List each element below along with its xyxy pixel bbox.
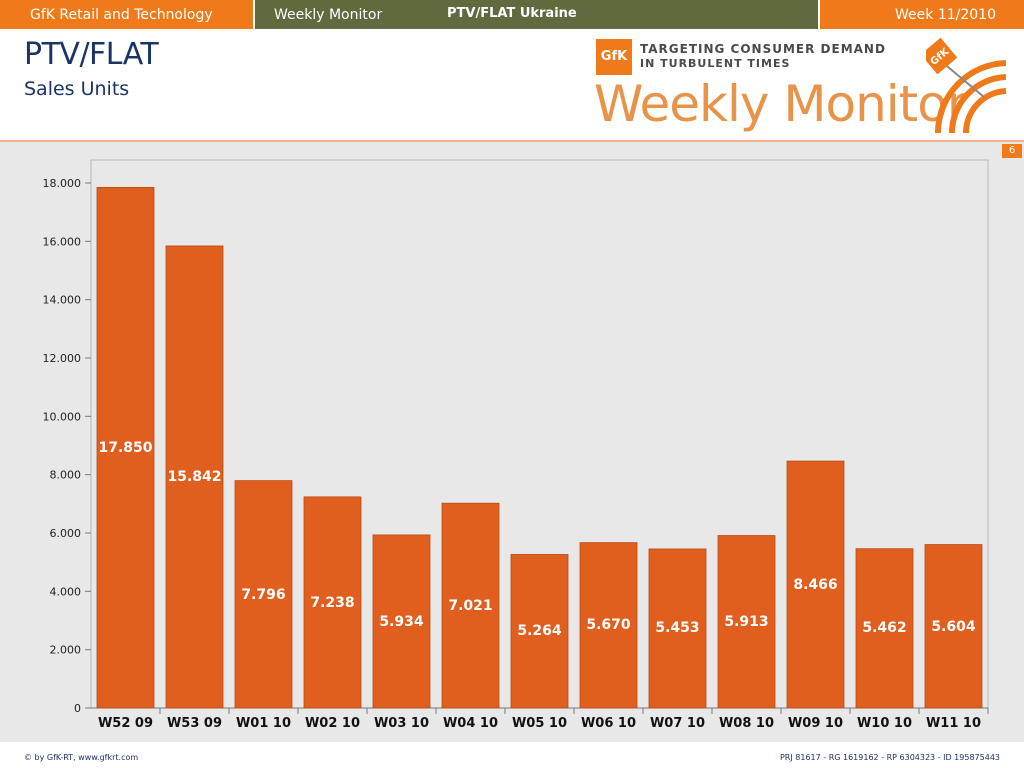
data-label: 15.842 — [167, 469, 221, 485]
data-label: 17.850 — [98, 440, 152, 456]
target-emblem-icon: GfK — [926, 37, 1006, 134]
data-label: 5.670 — [586, 617, 631, 633]
logo-tagline-2: IN TURBULENT TIMES — [640, 57, 791, 70]
product-name: Weekly Monitor — [274, 7, 383, 23]
y-tick-label: 16.000 — [43, 235, 82, 248]
data-label: 7.021 — [448, 598, 492, 614]
page-subtitle: Sales Units — [24, 78, 130, 100]
copyright-footer: © by GfK-RT, www.gfkrt.com — [24, 753, 139, 762]
bar — [924, 544, 983, 709]
x-tick-label: W01 10 — [236, 716, 291, 730]
x-tick-label: W10 10 — [857, 716, 912, 730]
page-title: PTV/FLAT — [24, 37, 159, 72]
y-tick-label: 12.000 — [43, 352, 82, 365]
weekly-monitor-logo: GfK TARGETING CONSUMER DEMAND IN TURBULE… — [594, 37, 1006, 135]
x-tick-label: W06 10 — [581, 716, 636, 730]
sales-units-bar-chart: 0 2.000 4.000 6.000 8.000 10.000 12.000 14.000 1… — [43, 159, 989, 730]
data-label: 5.264 — [517, 623, 562, 639]
org-name: GfK Retail and Technology — [0, 0, 253, 29]
y-tick-label: 0 — [74, 702, 81, 715]
bar — [855, 548, 914, 709]
data-label: 5.604 — [931, 619, 976, 635]
x-tick-label: W04 10 — [443, 716, 498, 730]
y-tick-label: 8.000 — [50, 469, 82, 482]
report-title: PTV/FLAT Ukraine — [447, 6, 577, 21]
week-label: Week 11/2010 — [820, 0, 1024, 29]
x-tick-label: W05 10 — [512, 716, 567, 730]
x-tick-label: W08 10 — [719, 716, 774, 730]
page-header: PTV/FLAT Sales Units — [0, 29, 1024, 142]
y-tick-label: 4.000 — [50, 585, 82, 598]
y-tick-label: 10.000 — [43, 410, 82, 423]
top-bar: GfK Retail and Technology Weekly Monitor… — [0, 0, 1024, 29]
bar — [786, 460, 845, 709]
data-label: 8.466 — [793, 577, 837, 593]
bar — [234, 480, 293, 709]
data-label: 5.462 — [862, 620, 906, 636]
page-number: 6 — [1002, 144, 1022, 158]
bar — [579, 542, 638, 709]
bar — [441, 502, 500, 709]
x-tick-label: W52 09 — [98, 716, 153, 730]
data-label: 7.796 — [241, 587, 285, 603]
project-id-footer: PRJ 81617 - RG 1619162 - RP 6304323 - ID… — [779, 753, 1000, 762]
report-header: Weekly Monitor PTV/FLAT Ukraine — [255, 0, 818, 29]
data-label: 5.934 — [379, 614, 424, 630]
header-divider — [0, 140, 1024, 142]
bar — [96, 186, 155, 709]
data-label: 7.238 — [310, 595, 354, 611]
bar — [303, 496, 362, 709]
x-tick-label: W53 09 — [167, 716, 222, 730]
data-label: 5.453 — [655, 620, 699, 636]
y-tick-label: 6.000 — [50, 527, 82, 540]
x-tick-label: W03 10 — [374, 716, 429, 730]
x-tick-label: W09 10 — [788, 716, 843, 730]
y-tick-label: 14.000 — [43, 294, 82, 307]
logo-tagline-1: TARGETING CONSUMER DEMAND — [640, 42, 886, 56]
x-tick-label: W07 10 — [650, 716, 705, 730]
y-tick-label: 18.000 — [43, 177, 82, 190]
logo-brand: Weekly Monitor — [594, 75, 967, 133]
y-tick-label: 2.000 — [50, 644, 82, 657]
bar — [372, 534, 431, 709]
x-tick-label: W11 10 — [926, 716, 981, 730]
bar — [648, 548, 707, 709]
gfk-badge: GfK — [596, 39, 632, 75]
data-label: 5.913 — [724, 614, 768, 630]
bar — [717, 535, 776, 709]
x-tick-label: W02 10 — [305, 716, 360, 730]
bar — [510, 554, 569, 709]
bar — [165, 245, 224, 709]
